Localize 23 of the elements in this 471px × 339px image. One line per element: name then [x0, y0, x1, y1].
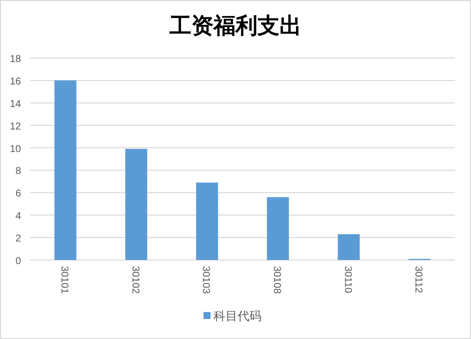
bar — [338, 234, 360, 260]
y-tick-label: 4 — [15, 211, 22, 222]
legend-label: 科目代码 — [214, 309, 262, 323]
y-tick-label: 14 — [10, 98, 22, 110]
y-tick-label: 2 — [15, 234, 22, 245]
y-tick-label: 10 — [10, 144, 22, 155]
bar — [54, 80, 76, 260]
x-tick-label: 30101 — [58, 266, 70, 294]
y-tick-label: 16 — [10, 76, 22, 88]
bar — [266, 197, 289, 260]
x-tick-label: 30102 — [129, 266, 140, 294]
x-tick-label: 30108 — [270, 266, 282, 294]
y-tick-label: 8 — [15, 166, 22, 178]
bar — [125, 148, 148, 260]
x-tick-label: 30103 — [200, 266, 212, 294]
x-tick-label: 30110 — [342, 266, 353, 294]
chart-title: 工资福利支出 — [168, 13, 302, 38]
bar — [196, 182, 218, 260]
y-tick-label: 6 — [15, 188, 22, 200]
y-tick-label: 0 — [15, 256, 22, 267]
x-tick-label: 30112 — [412, 266, 424, 294]
y-tick-label: 12 — [10, 121, 22, 132]
y-tick-label: 18 — [10, 54, 22, 65]
